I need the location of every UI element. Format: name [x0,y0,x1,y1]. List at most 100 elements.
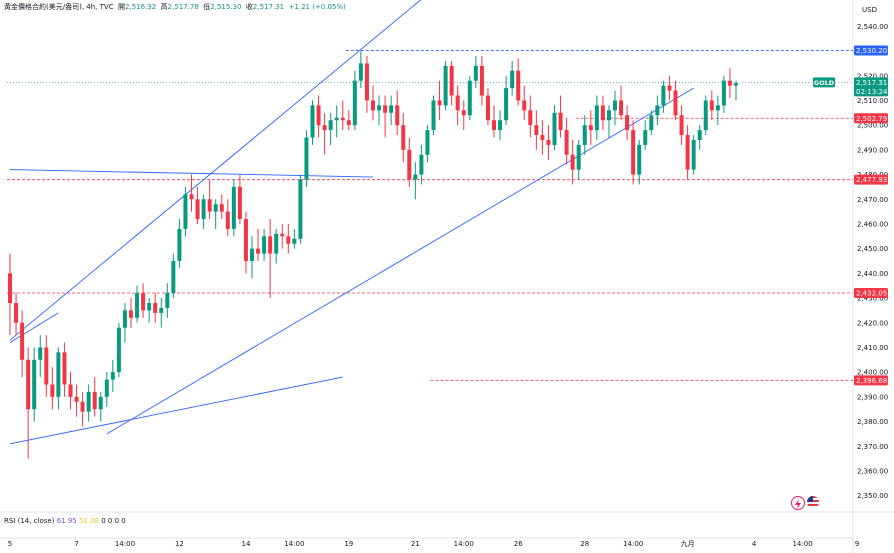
candle-body [310,105,315,138]
interval[interactable]: 4h [86,3,96,11]
candle-body [243,219,248,261]
candle-body [340,117,345,121]
candle-body [534,125,539,136]
candle-body [86,391,91,412]
candle-body [328,120,333,131]
candle-body [576,144,581,170]
time-tick-label: 14:00 [623,540,643,548]
candle-body [594,105,599,131]
candle-body [734,83,738,86]
open-label: 開 [118,3,126,11]
candle-body [189,194,194,200]
low-value: 2,515.30 [210,3,242,11]
candle-body [56,352,61,397]
level-price-tag [854,287,888,298]
candle-body [334,117,339,121]
candle-body [26,359,31,410]
candle-body [649,115,654,131]
level-price-tag [854,375,888,386]
time-tick-label: 28 [580,540,589,548]
candle-body [492,120,496,131]
candle-body [413,174,418,180]
candle-body [661,85,666,106]
time-tick-label: 26 [514,540,523,548]
candle-body [498,120,503,131]
candle-body [195,199,200,220]
bar-countdown: 02:13:24 [856,88,888,96]
trendline [9,0,422,341]
candle-body [461,110,466,116]
time-tick-label: 21 [411,540,420,548]
time-tick-label: 9 [855,540,859,548]
trendline [9,312,59,343]
candle-body [443,65,448,106]
trendline [9,376,343,445]
candle-body [703,100,708,131]
candle-body [183,194,188,229]
time-tick-label: 19 [344,540,353,548]
candle-body [322,125,327,131]
price-tick-label: 2,490.00 [857,146,888,154]
symbol-name[interactable]: 黃金價格合約(美元/盎司) [4,3,82,11]
price-tick-label: 2,380.00 [857,418,888,426]
open-value: 2,516.32 [125,3,157,11]
level-price-tag [854,174,888,185]
rsi-label: RSI (14, close) [4,517,55,525]
candle-body [643,130,648,145]
price-axis[interactable]: 2,540.002,530.002,520.002,510.002,500.00… [857,23,888,500]
currency-label[interactable]: USD [862,6,877,14]
candle-body [522,100,527,111]
time-axis[interactable]: 5 7 14:00 12 14 14:00 19 21 14:00 26 28 14:00 九月 4 14:… [8,539,859,548]
candle-body [606,110,611,121]
time-tick-label: 14:00 [115,540,135,548]
candle-body [504,88,509,121]
level-price-value: 2,396.68 [856,377,887,385]
candle-body [419,154,424,175]
rsi-legend[interactable]: RSI (14, close) 61.95 51.08 0 0 0 0 [4,517,126,525]
lightning-icon[interactable] [791,496,805,510]
price-tick-label: 2,410.00 [857,344,888,352]
candle-body [467,80,472,116]
candle-body [165,293,170,308]
candle-body [715,105,720,111]
candle-body [316,105,321,126]
rsi-value-1: 61.95 [56,517,77,525]
candle-body [92,391,97,410]
candle-body [619,100,624,116]
candle-body [20,322,25,360]
high-value: 2,517.78 [167,3,199,11]
level-price-value: 2,502.79 [856,115,887,123]
us-flag-icon[interactable] [807,496,819,508]
time-tick-label: 7 [74,540,78,548]
candle-body [516,70,521,101]
candle-body [201,199,206,220]
time-tick-label: 4 [752,540,757,548]
candle-body [449,65,454,96]
candle-body [395,105,400,126]
candle-body [147,302,152,311]
candle-body [673,90,678,116]
candle-body [298,179,303,239]
close-value: 2,517.31 [252,3,285,11]
candle-body [44,347,49,385]
price-tick-label: 2,390.00 [857,393,888,401]
candle-body [570,154,575,170]
candle-body [250,248,254,261]
level-price-value: 2,477.93 [856,176,887,184]
candle-body [225,211,230,229]
price-tick-label: 2,450.00 [857,245,888,253]
candle-body [159,307,164,313]
price-tick-label: 2,520.00 [857,72,888,80]
candle-body [546,139,551,145]
candle-body [171,261,176,294]
candle-body [213,204,218,212]
candle-body [237,186,242,220]
candle-body [685,135,690,170]
candle-body [691,139,696,170]
candle-body [98,396,103,410]
candle-body [552,112,557,145]
candle-body [80,401,85,412]
candle-body [177,228,182,261]
candle-body [62,352,67,385]
